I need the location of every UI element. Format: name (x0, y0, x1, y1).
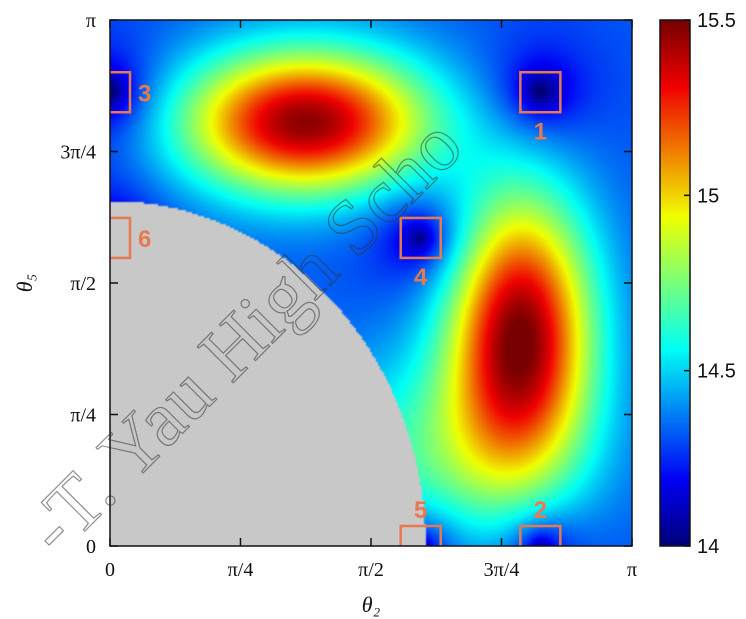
minimum-label-2: 2 (534, 497, 547, 524)
x-tick-label: π (627, 559, 637, 581)
heatmap-surface (110, 20, 632, 546)
colorbar (660, 20, 690, 546)
y-tick-label: π (86, 10, 96, 32)
y-axis-label: θ₅ (12, 274, 37, 292)
minimum-label-5: 5 (414, 497, 427, 524)
x-tick-label: π/4 (228, 559, 254, 581)
colorbar-frame (659, 19, 691, 547)
minimum-label-4: 4 (414, 264, 428, 291)
minimum-box-3 (110, 71, 132, 114)
minimum-box-1 (519, 71, 562, 114)
x-tick-label: π/2 (358, 559, 384, 581)
y-tick-label: 0 (86, 536, 96, 558)
colorbar-tick-label: 14 (697, 536, 719, 558)
colorbar-tick-label: 15 (697, 185, 719, 207)
y-tick-label: π/2 (70, 273, 96, 295)
minimum-box-4 (399, 216, 442, 260)
y-tick-label: π/4 (70, 404, 96, 426)
minimum-label-3: 3 (138, 80, 151, 107)
minimum-label-1: 1 (534, 118, 547, 145)
x-tick-label: 0 (105, 559, 115, 581)
minimum-label-6: 6 (138, 226, 151, 253)
colorbar-tick-label: 15.5 (697, 10, 736, 32)
minimum-box-6 (110, 216, 132, 260)
minimum-box-5 (399, 524, 442, 546)
x-tick-label: 3π/4 (484, 559, 520, 581)
y-tick-label: 3π/4 (60, 141, 96, 163)
x-axis-label: θ₂ (362, 592, 381, 617)
minimum-box-2 (519, 524, 562, 546)
colorbar-tick-label: 14.5 (697, 361, 736, 383)
